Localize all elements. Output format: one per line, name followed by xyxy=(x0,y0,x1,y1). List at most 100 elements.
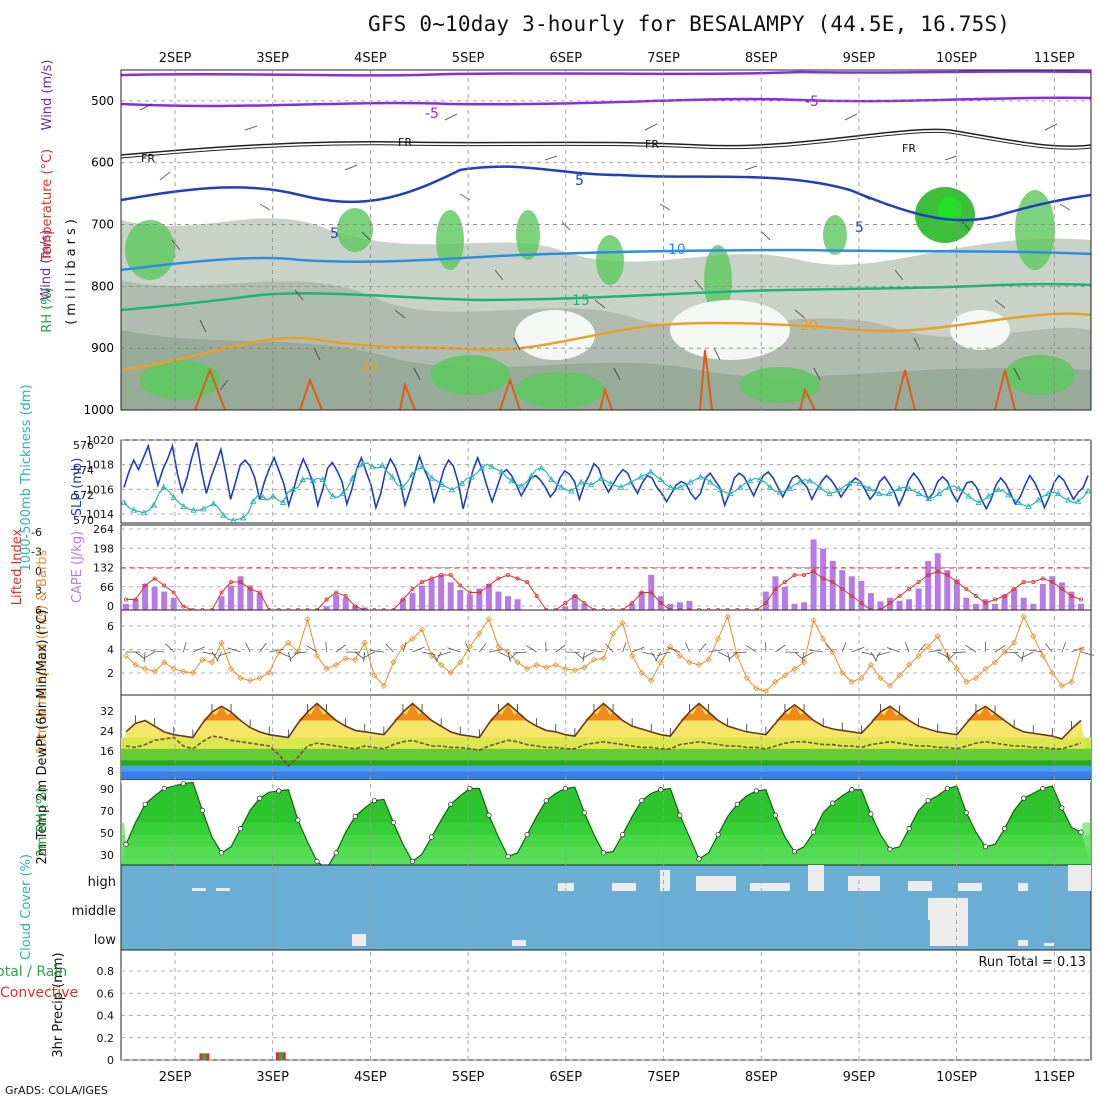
wind-point-39 xyxy=(495,643,502,650)
wind-barb-30 xyxy=(412,646,425,653)
wind-point-74 xyxy=(829,648,836,655)
li-point-81 xyxy=(897,594,902,599)
legend-convective: Convective xyxy=(0,985,78,1001)
wind-barb-85 xyxy=(937,651,950,659)
wind-barb-58 xyxy=(667,647,681,653)
wind-point-25 xyxy=(361,639,368,646)
wind-point-21 xyxy=(323,665,330,672)
cloud-high-blocks xyxy=(192,865,1091,891)
wind-point-90 xyxy=(982,665,989,672)
li-point-33 xyxy=(439,573,444,578)
temp-peak-41 xyxy=(508,712,528,721)
li-point-3 xyxy=(152,576,157,581)
li-point-92 xyxy=(1002,594,1007,599)
wind-barb-72 xyxy=(802,651,814,659)
wind-barb-43 xyxy=(525,645,537,653)
thickness-point-68 xyxy=(458,479,466,486)
wind-barb-5 xyxy=(165,643,175,653)
wind-point-78 xyxy=(867,661,874,668)
li-point-34 xyxy=(448,573,453,578)
wind-barb-17 xyxy=(287,651,292,662)
li-point-37 xyxy=(477,590,482,595)
wind-barb-89 xyxy=(965,644,977,653)
wind-point-44 xyxy=(543,664,550,671)
thickness-point-84 xyxy=(538,464,545,471)
cape-bar-92 xyxy=(1001,594,1008,610)
cape-bar-30 xyxy=(409,593,416,610)
top-date-5SEP: 5SEP xyxy=(452,51,485,66)
wind-point-86 xyxy=(944,652,951,659)
top-date-axis: 2SEP 3SEP 4SEP 5SEP 6SEP 7SEP 8SEP 9SEP 10SEP 11S… xyxy=(159,51,1075,66)
thickness-point-0 xyxy=(120,499,128,506)
wind-barb-79 xyxy=(874,651,881,662)
wind-point-16 xyxy=(275,648,282,655)
wind-barb-24 xyxy=(354,651,365,660)
wind-point-50 xyxy=(600,655,607,662)
rh-point-48 xyxy=(581,810,587,816)
li-point-93 xyxy=(1012,587,1017,592)
wind-point-98 xyxy=(1058,682,1065,689)
upper-side-labels: Wind (m/s) xyxy=(39,230,54,301)
thickness-tick-574: 574 xyxy=(73,464,94,477)
cloud-row-middle: middle xyxy=(72,904,116,919)
thickness-point-58 xyxy=(408,471,416,477)
temp-tick-16: 16 xyxy=(100,745,114,758)
wind-barb-42 xyxy=(513,651,528,654)
wind-barb-70 xyxy=(794,651,804,660)
wind-barb-82 xyxy=(904,642,910,653)
thickness-tick-576: 576 xyxy=(73,439,94,452)
wind-barb-29 xyxy=(402,642,407,653)
cape-bar-41 xyxy=(514,599,521,610)
thickness-point-168 xyxy=(955,485,963,491)
wind-point-15 xyxy=(266,669,273,676)
cape-bar-69 xyxy=(781,586,788,610)
rh-point-58 xyxy=(677,812,683,818)
li-point-4 xyxy=(162,583,167,588)
cape-bar-4 xyxy=(161,591,168,610)
thickness-point-48 xyxy=(359,460,366,467)
thickness-point-116 xyxy=(697,473,704,480)
temp-peak-80 xyxy=(880,706,900,721)
temp-axis-label: 2m Temp 2m DewPt (6hr Min/Max) (°C) xyxy=(35,610,50,865)
thickness-point-72 xyxy=(478,464,486,471)
cape-bar-13 xyxy=(247,585,254,610)
cape-bar-98 xyxy=(1058,582,1065,610)
wind-barb-41 xyxy=(508,651,518,661)
thickness-point-46 xyxy=(349,474,356,481)
thickness-line xyxy=(123,462,1089,522)
contour-label-5a: 5 xyxy=(575,173,584,189)
wind-barb-4 xyxy=(150,650,165,653)
li-point-86 xyxy=(945,573,950,578)
wind-barb-61 xyxy=(708,649,723,653)
wind-barb-2 xyxy=(143,651,146,663)
wind-barb-66 xyxy=(745,644,757,653)
top-date-7SEP: 7SEP xyxy=(647,51,680,66)
temp-peak-81 xyxy=(890,713,910,721)
dewpoint-line xyxy=(125,735,1082,767)
cape-bar-3 xyxy=(151,586,158,610)
thickness-point-136 xyxy=(796,478,804,485)
cape-bar-23 xyxy=(342,597,349,610)
rh-label: RH (%) xyxy=(40,287,55,332)
wind-point-65 xyxy=(743,674,750,682)
temp-peak-21 xyxy=(317,712,337,721)
temp-peak-71 xyxy=(794,712,814,721)
li-point-84 xyxy=(926,573,931,578)
wind-point-52 xyxy=(619,620,626,627)
li-point-89 xyxy=(973,594,978,599)
rh-point-82 xyxy=(906,826,912,832)
cape-bar-97 xyxy=(1049,576,1056,610)
rh-axis-label: 2m RH (%) xyxy=(35,787,50,858)
thickness-point-188 xyxy=(1054,490,1062,497)
bottom-date-7SEP: 7SEP xyxy=(647,1070,680,1085)
wind-barb-48 xyxy=(582,651,585,663)
wind-point-38 xyxy=(485,616,492,623)
cape-bar-21 xyxy=(323,606,330,610)
li-tick-3: 3 xyxy=(35,585,42,598)
thickness-point-172 xyxy=(975,499,982,506)
li-point-40 xyxy=(505,573,510,578)
li-point-38 xyxy=(486,583,491,588)
li-point-32 xyxy=(429,576,434,581)
cape-bar-54 xyxy=(638,591,645,610)
thickness-point-98 xyxy=(607,479,615,486)
